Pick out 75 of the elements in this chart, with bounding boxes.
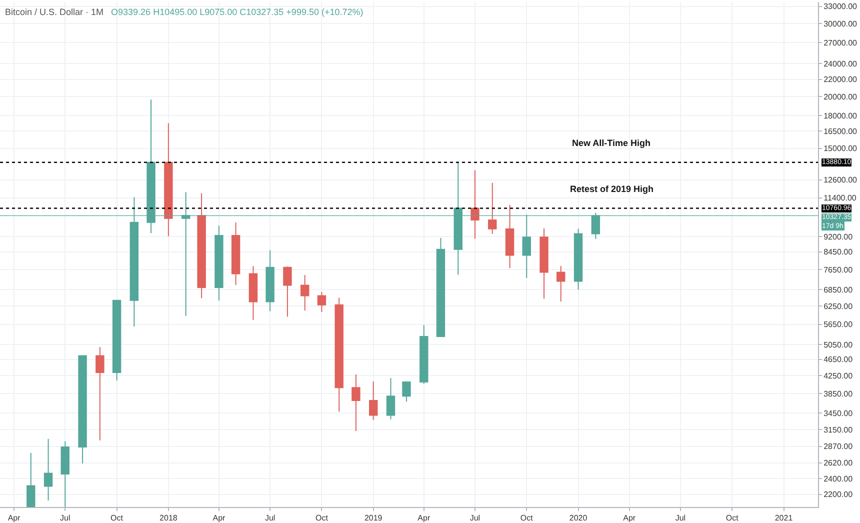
y-tick-label: 27000.00 xyxy=(824,38,858,48)
candlestick xyxy=(44,438,53,502)
candlestick xyxy=(112,300,122,381)
y-tick-label: 22000.00 xyxy=(824,75,858,84)
y-tick-label: 20000.00 xyxy=(824,92,858,102)
annotation: New All-Time High xyxy=(572,138,651,148)
candlestick xyxy=(352,374,360,432)
candlestick xyxy=(402,380,411,402)
candlestick xyxy=(436,237,446,338)
candlestick xyxy=(300,274,310,312)
text: O9339.26 H10495.00 L9075.00 C10327.35 +999.50 (+10.72%) xyxy=(111,7,364,17)
y-tick-label: 2400.00 xyxy=(824,474,854,484)
y-tick-label: 2620.00 xyxy=(824,458,854,468)
x-tick-label: Jul xyxy=(60,514,70,523)
y-tick-label: 9200.00 xyxy=(824,232,854,242)
candlestick xyxy=(266,250,274,312)
y-tick-label: 6250.00 xyxy=(824,302,854,311)
y-tick-label: 7650.00 xyxy=(824,266,854,275)
y-tick-label: 33000.00 xyxy=(824,2,858,12)
candlestick xyxy=(505,204,514,269)
x-tick-label: Apr xyxy=(623,514,636,523)
candlestick xyxy=(420,324,428,384)
x-tick-label: 2021 xyxy=(774,514,794,523)
y-tick-label: 16500.00 xyxy=(824,127,858,136)
annotation: Retest of 2019 High xyxy=(570,184,654,194)
candlestick xyxy=(470,170,480,240)
y-tick-label: 8450.00 xyxy=(824,248,854,257)
candlestick xyxy=(164,122,173,237)
x-tick-label: 2018 xyxy=(160,514,178,523)
candlestick xyxy=(283,266,292,318)
x-tick-label: Apr xyxy=(8,514,21,523)
y-tick-label: 11400.00 xyxy=(824,194,857,203)
y-tick-label: 18000.00 xyxy=(824,111,858,120)
candlestick xyxy=(60,440,70,507)
y-tick-label: 12600.00 xyxy=(824,176,858,185)
x-tick-label: Jul xyxy=(675,514,686,523)
candlestick xyxy=(78,354,87,464)
candlestick xyxy=(96,346,104,441)
candlestick xyxy=(317,291,326,312)
y-tick-label: 2870.00 xyxy=(824,442,854,452)
x-tick-label: Jul xyxy=(470,514,480,523)
y-tick-label: 3450.00 xyxy=(824,409,854,418)
x-tick-label: 2020 xyxy=(569,514,588,523)
x-tick-label: Apr xyxy=(212,514,226,523)
y-tick-label: 3150.00 xyxy=(824,425,854,434)
y-tick-label: 4650.00 xyxy=(824,355,854,364)
y-tick-label: 2200.00 xyxy=(824,490,854,500)
text: Bitcoin / U.S. Dollar · 1M xyxy=(5,7,104,17)
y-tick-label: 5050.00 xyxy=(824,340,854,350)
candlestick xyxy=(197,192,206,299)
candlestick xyxy=(334,297,344,412)
candlestick xyxy=(26,452,36,507)
x-tick-label: Oct xyxy=(726,514,740,523)
candlestick xyxy=(488,182,497,234)
y-tick-label: 4250.00 xyxy=(824,371,854,380)
y-tick-label: 24000.00 xyxy=(824,60,858,68)
y-tick-label: 15000.00 xyxy=(824,144,858,154)
x-tick-label: Jul xyxy=(264,514,276,523)
x-tick-label: Oct xyxy=(520,514,534,523)
candlestick xyxy=(540,228,548,300)
candlestick xyxy=(214,225,224,302)
candlestick xyxy=(248,266,258,320)
y-tick-label: 5650.00 xyxy=(824,320,854,330)
x-tick-label: Apr xyxy=(418,514,430,523)
y-tick-label: 6850.00 xyxy=(824,285,854,294)
y-tick-label: 3850.00 xyxy=(824,389,854,398)
x-tick-label: 2019 xyxy=(364,514,383,523)
candlestick xyxy=(386,378,396,420)
y-tick-label: 30000.00 xyxy=(824,19,858,28)
x-tick-label: Oct xyxy=(315,514,329,523)
candlestick xyxy=(231,222,240,286)
candlestick xyxy=(556,265,566,302)
candlestick xyxy=(369,380,378,420)
x-tick-label: Oct xyxy=(110,514,124,523)
candlestick xyxy=(574,228,583,290)
